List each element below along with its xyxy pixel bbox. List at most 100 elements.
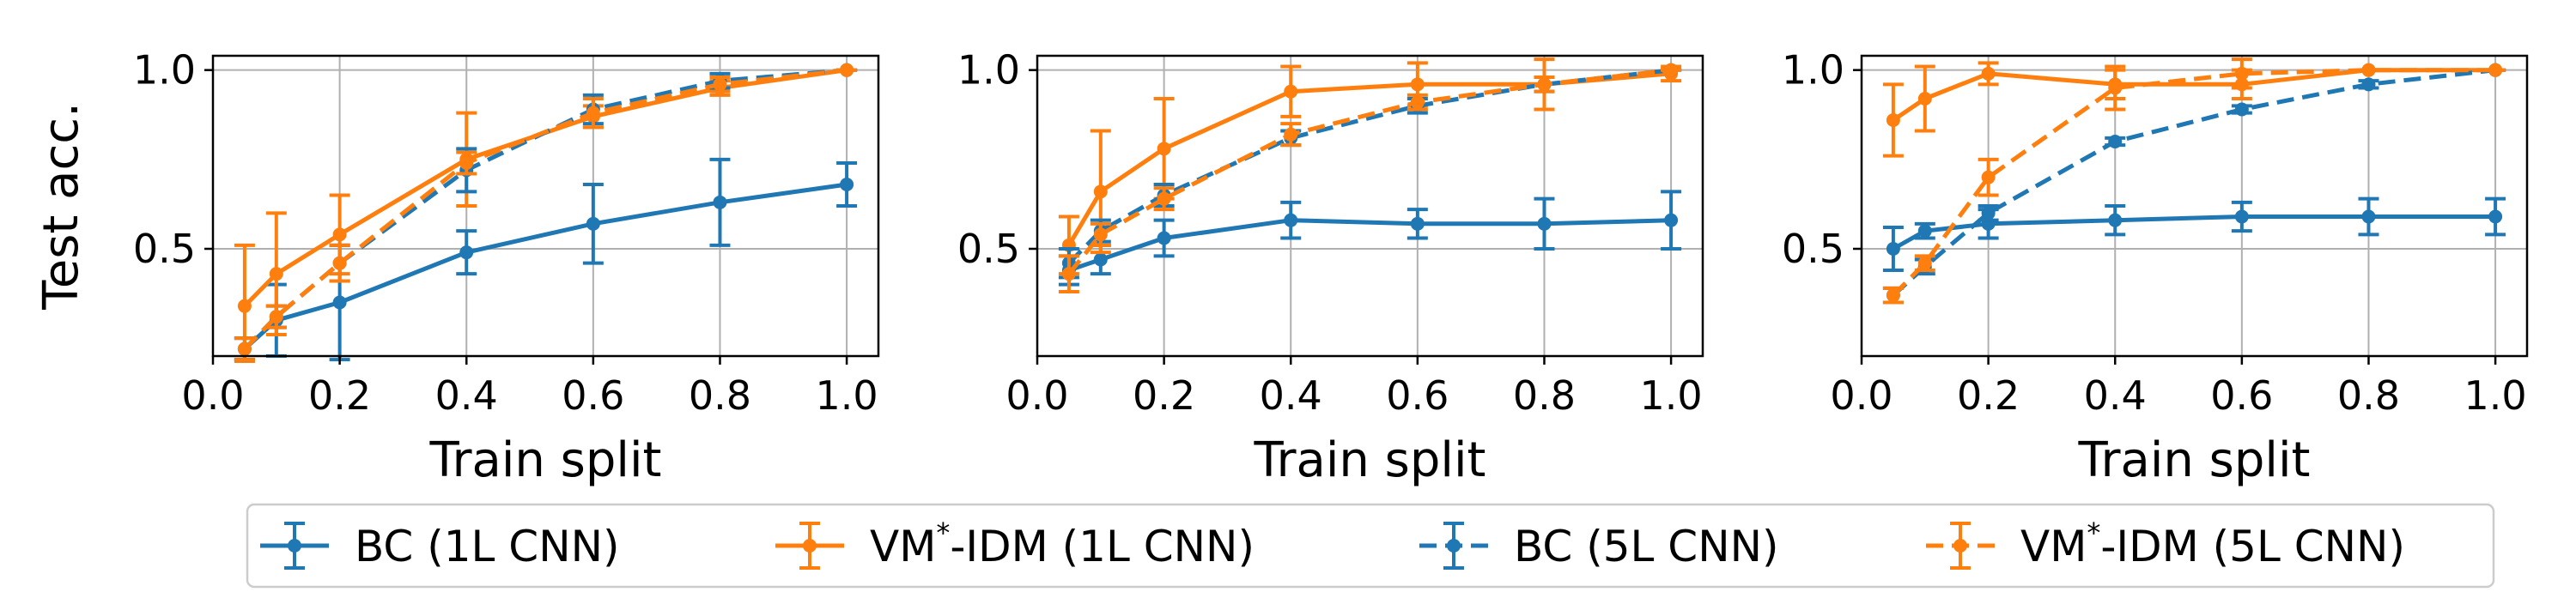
data-point [237, 341, 252, 356]
data-point [1981, 66, 1996, 81]
x-tick-label: 0.4 [2084, 372, 2147, 419]
data-point [1157, 191, 1171, 206]
data-point [1093, 184, 1108, 199]
legend-label-tail: -IDM (1L CNN) [950, 522, 1255, 571]
data-point [459, 245, 474, 260]
x-tick-label: 1.0 [2464, 372, 2527, 419]
x-tick-label: 0.0 [1005, 372, 1068, 419]
data-point [1093, 252, 1108, 267]
series-4 [1058, 63, 1682, 293]
chart-panel-1: 0.0 0.2 0.4 0.6 0.8 1.0 0.5 1.0 Train split Test … [33, 47, 880, 488]
series-1 [1882, 196, 2506, 272]
legend: BC (1L CNN) VM*-IDM (1L CNN) BC (5L CNN) VM… [246, 503, 2495, 589]
data-point [1284, 213, 1298, 227]
data-point [2361, 77, 2376, 92]
series-1 [234, 157, 858, 362]
legend-label: BC (1L CNN) [355, 522, 620, 571]
axes-frame [211, 54, 880, 358]
x-tick-label: 0.6 [1386, 372, 1449, 419]
data-point [840, 63, 854, 77]
legend-label: VM*-IDM (1L CNN) [870, 516, 1255, 571]
data-point [1157, 142, 1171, 156]
legend-label-sup: * [2087, 516, 2100, 549]
data-point [1284, 127, 1298, 142]
y-tick-label: 0.5 [133, 226, 196, 272]
legend-entry-4: VM*-IDM (5L CNN) [1926, 516, 2405, 571]
chart-panel-2: 0.0 0.2 0.4 0.6 0.8 1.0 0.5 1.0 Train split [957, 47, 1704, 488]
data-point [1537, 77, 1552, 92]
legend-entry-2: VM*-IDM (1L CNN) [775, 516, 1255, 571]
data-point [269, 310, 283, 324]
data-point [2488, 209, 2503, 224]
series-2 [234, 63, 858, 363]
x-tick-label: 0.4 [1260, 372, 1322, 419]
legend-label: BC (5L CNN) [1514, 522, 1779, 571]
x-tick-label: 0.4 [435, 372, 498, 419]
series-line [1066, 68, 1672, 275]
data-point [2108, 81, 2123, 95]
legend-label-main: VM [2020, 522, 2087, 571]
data-point [713, 195, 727, 209]
x-axis-label: Train split [429, 432, 662, 488]
legend-label-main: VM [870, 522, 936, 571]
data-point [1981, 206, 1996, 220]
legend-label-main: BC (5L CNN) [1514, 522, 1779, 571]
x-tick-label: 0.8 [2337, 372, 2400, 419]
data-point [2108, 213, 2123, 227]
y-tick-label: 1.0 [133, 47, 196, 94]
data-point [586, 106, 600, 120]
data-point [1917, 224, 1932, 239]
data-point [1917, 92, 1932, 106]
data-point [1664, 213, 1679, 227]
legend-marker [288, 539, 301, 553]
y-tick-label: 0.5 [957, 226, 1020, 272]
data-point [237, 299, 252, 313]
series-line [243, 68, 848, 308]
axes-frame [1860, 54, 2529, 358]
y-tick-label: 1.0 [957, 47, 1020, 94]
y-axis-label: Test acc. [33, 102, 89, 311]
series-3 [1058, 63, 1682, 280]
series-4 [234, 63, 858, 362]
x-axis-label: Train split [1254, 432, 1486, 488]
chart-panels: 0.0 0.2 0.4 0.6 0.8 1.0 0.5 1.0 Train split Test … [33, 47, 2529, 488]
legend-label-sup: * [936, 516, 950, 549]
data-point [1981, 170, 1996, 184]
data-point [2108, 135, 2123, 148]
data-point [1410, 216, 1425, 231]
x-tick-label: 0.8 [689, 372, 751, 419]
data-point [1886, 288, 1900, 303]
x-axis-label: Train split [2078, 432, 2311, 488]
y-tick-label: 1.0 [1782, 47, 1844, 94]
data-point [2234, 102, 2249, 117]
data-point [459, 156, 474, 170]
data-point [1410, 95, 1425, 110]
legend-marker [1953, 539, 1967, 553]
data-point [2488, 63, 2503, 77]
legend-label-main: BC (1L CNN) [355, 522, 620, 571]
data-point [840, 178, 854, 191]
data-point [1917, 256, 1932, 270]
grid [1861, 56, 2527, 356]
series-3 [234, 63, 858, 362]
x-tick-label: 0.0 [181, 372, 244, 419]
x-tick-label: 1.0 [816, 372, 878, 419]
x-tick-label: 0.0 [1830, 372, 1893, 419]
data-point [713, 77, 727, 92]
legend-marker [1447, 539, 1461, 553]
x-tick-label: 1.0 [1640, 372, 1703, 419]
data-point [1886, 113, 1900, 127]
data-point [1664, 63, 1679, 77]
data-point [2361, 209, 2376, 224]
data-point [269, 267, 283, 281]
legend-marker [803, 539, 817, 553]
data-point [332, 256, 347, 270]
data-point [332, 295, 347, 310]
data-point [1410, 77, 1425, 92]
data-point [2234, 209, 2249, 224]
data-point [1093, 227, 1108, 242]
x-tick-label: 0.8 [1513, 372, 1576, 419]
legend-label: VM*-IDM (5L CNN) [2020, 516, 2405, 571]
series-4 [1882, 57, 2506, 305]
